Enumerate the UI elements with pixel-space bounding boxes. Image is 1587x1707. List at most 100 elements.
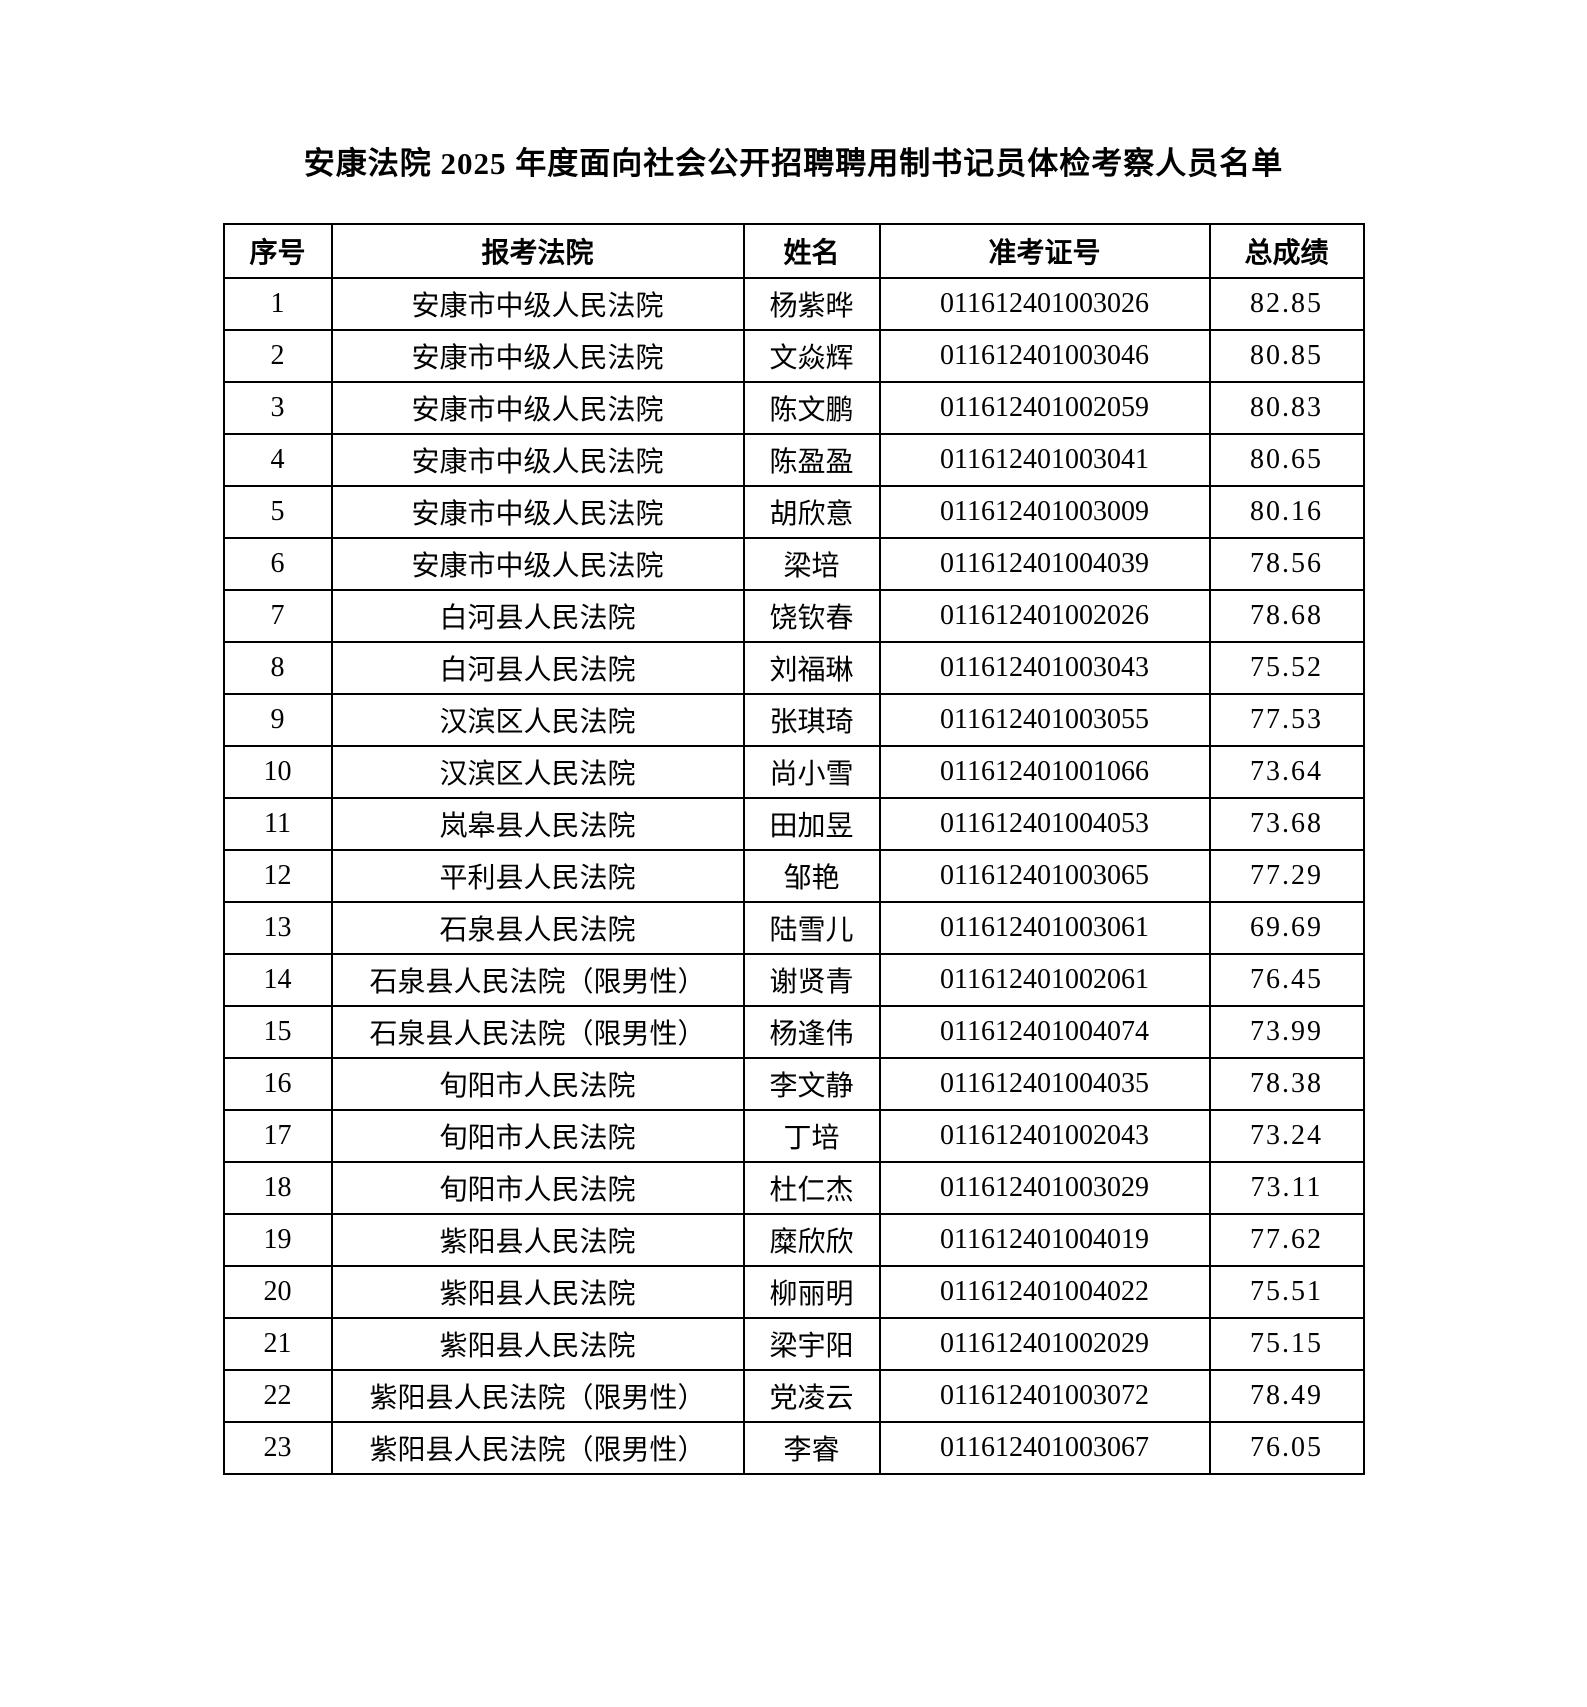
- cell-score: 75.15: [1208, 1317, 1365, 1371]
- cell-serial: 22: [222, 1369, 333, 1423]
- cell-ticket: 011612401004022: [878, 1265, 1211, 1319]
- cell-name: 李文静: [742, 1057, 881, 1111]
- cell-score: 80.85: [1208, 329, 1365, 383]
- cell-court: 紫阳县人民法院（限男性）: [330, 1369, 745, 1423]
- cell-serial: 17: [222, 1109, 333, 1163]
- cell-serial: 14: [222, 953, 333, 1007]
- cell-serial: 2: [222, 329, 333, 383]
- cell-ticket: 011612401002061: [878, 953, 1211, 1007]
- cell-ticket: 011612401003061: [878, 901, 1211, 955]
- cell-score: 73.11: [1208, 1161, 1365, 1215]
- cell-ticket: 011612401003055: [878, 693, 1211, 747]
- cell-name: 张琪琦: [742, 693, 881, 747]
- cell-ticket: 011612401003072: [878, 1369, 1211, 1423]
- cell-name: 谢贤青: [742, 953, 881, 1007]
- col-header-ticket: 准考证号: [878, 223, 1211, 279]
- table-row: 11 岚皋县人民法院 田加昱 011612401004053 73.68: [222, 797, 1365, 851]
- cell-name: 胡欣意: [742, 485, 881, 539]
- cell-ticket: 011612401003065: [878, 849, 1211, 903]
- cell-ticket: 011612401003067: [878, 1421, 1211, 1475]
- cell-ticket: 011612401002026: [878, 589, 1211, 643]
- cell-ticket: 011612401003029: [878, 1161, 1211, 1215]
- cell-ticket: 011612401004035: [878, 1057, 1211, 1111]
- table-row: 19 紫阳县人民法院 糜欣欣 011612401004019 77.62: [222, 1213, 1365, 1267]
- cell-name: 陆雪儿: [742, 901, 881, 955]
- cell-court: 旬阳市人民法院: [330, 1161, 745, 1215]
- table-row: 16 旬阳市人民法院 李文静 011612401004035 78.38: [222, 1057, 1365, 1111]
- cell-ticket: 011612401003041: [878, 433, 1211, 487]
- cell-name: 尚小雪: [742, 745, 881, 799]
- cell-court: 平利县人民法院: [330, 849, 745, 903]
- cell-ticket: 011612401004074: [878, 1005, 1211, 1059]
- cell-court: 安康市中级人民法院: [330, 381, 745, 435]
- cell-court: 石泉县人民法院（限男性）: [330, 953, 745, 1007]
- cell-serial: 1: [222, 277, 333, 331]
- cell-ticket: 011612401003009: [878, 485, 1211, 539]
- cell-serial: 13: [222, 901, 333, 955]
- table-row: 22 紫阳县人民法院（限男性） 党凌云 011612401003072 78.49: [222, 1369, 1365, 1423]
- cell-name: 梁宇阳: [742, 1317, 881, 1371]
- cell-court: 汉滨区人民法院: [330, 693, 745, 747]
- cell-ticket: 011612401003046: [878, 329, 1211, 383]
- cell-score: 78.56: [1208, 537, 1365, 591]
- cell-serial: 11: [222, 797, 333, 851]
- cell-score: 69.69: [1208, 901, 1365, 955]
- table-row: 21 紫阳县人民法院 梁宇阳 011612401002029 75.15: [222, 1317, 1365, 1371]
- cell-ticket: 011612401003026: [878, 277, 1211, 331]
- cell-name: 梁培: [742, 537, 881, 591]
- cell-score: 76.45: [1208, 953, 1365, 1007]
- cell-name: 刘福琳: [742, 641, 881, 695]
- cell-score: 73.68: [1208, 797, 1365, 851]
- cell-score: 80.83: [1208, 381, 1365, 435]
- table-row: 15 石泉县人民法院（限男性） 杨逢伟 011612401004074 73.99: [222, 1005, 1365, 1059]
- col-header-name: 姓名: [742, 223, 881, 279]
- table-row: 8 白河县人民法院 刘福琳 011612401003043 75.52: [222, 641, 1365, 695]
- cell-score: 77.29: [1208, 849, 1365, 903]
- cell-score: 78.49: [1208, 1369, 1365, 1423]
- table-row: 10 汉滨区人民法院 尚小雪 011612401001066 73.64: [222, 745, 1365, 799]
- cell-serial: 18: [222, 1161, 333, 1215]
- cell-ticket: 011612401004039: [878, 537, 1211, 591]
- table-row: 2 安康市中级人民法院 文焱辉 011612401003046 80.85: [222, 329, 1365, 383]
- table-row: 9 汉滨区人民法院 张琪琦 011612401003055 77.53: [222, 693, 1365, 747]
- table-row: 20 紫阳县人民法院 柳丽明 011612401004022 75.51: [222, 1265, 1365, 1319]
- cell-score: 76.05: [1208, 1421, 1365, 1475]
- cell-court: 岚皋县人民法院: [330, 797, 745, 851]
- cell-name: 杜仁杰: [742, 1161, 881, 1215]
- cell-name: 杨紫晔: [742, 277, 881, 331]
- cell-score: 80.65: [1208, 433, 1365, 487]
- table-row: 1 安康市中级人民法院 杨紫晔 011612401003026 82.85: [222, 277, 1365, 331]
- cell-serial: 16: [222, 1057, 333, 1111]
- cell-court: 安康市中级人民法院: [330, 537, 745, 591]
- cell-serial: 19: [222, 1213, 333, 1267]
- table-row: 18 旬阳市人民法院 杜仁杰 011612401003029 73.11: [222, 1161, 1365, 1215]
- cell-court: 安康市中级人民法院: [330, 433, 745, 487]
- cell-serial: 15: [222, 1005, 333, 1059]
- col-header-score: 总成绩: [1208, 223, 1365, 279]
- cell-name: 丁培: [742, 1109, 881, 1163]
- cell-serial: 4: [222, 433, 333, 487]
- cell-court: 安康市中级人民法院: [330, 329, 745, 383]
- cell-court: 石泉县人民法院: [330, 901, 745, 955]
- cell-ticket: 011612401002029: [878, 1317, 1211, 1371]
- cell-score: 78.68: [1208, 589, 1365, 643]
- cell-name: 邹艳: [742, 849, 881, 903]
- cell-score: 78.38: [1208, 1057, 1365, 1111]
- cell-score: 73.24: [1208, 1109, 1365, 1163]
- cell-court: 白河县人民法院: [330, 641, 745, 695]
- cell-serial: 20: [222, 1265, 333, 1319]
- cell-name: 田加昱: [742, 797, 881, 851]
- table-row: 17 旬阳市人民法院 丁培 011612401002043 73.24: [222, 1109, 1365, 1163]
- cell-score: 75.51: [1208, 1265, 1365, 1319]
- cell-court: 安康市中级人民法院: [330, 277, 745, 331]
- table-row: 14 石泉县人民法院（限男性） 谢贤青 011612401002061 76.45: [222, 953, 1365, 1007]
- cell-serial: 3: [222, 381, 333, 435]
- cell-name: 陈盈盈: [742, 433, 881, 487]
- cell-score: 77.53: [1208, 693, 1365, 747]
- cell-serial: 9: [222, 693, 333, 747]
- cell-score: 82.85: [1208, 277, 1365, 331]
- cell-serial: 21: [222, 1317, 333, 1371]
- cell-score: 73.64: [1208, 745, 1365, 799]
- cell-score: 75.52: [1208, 641, 1365, 695]
